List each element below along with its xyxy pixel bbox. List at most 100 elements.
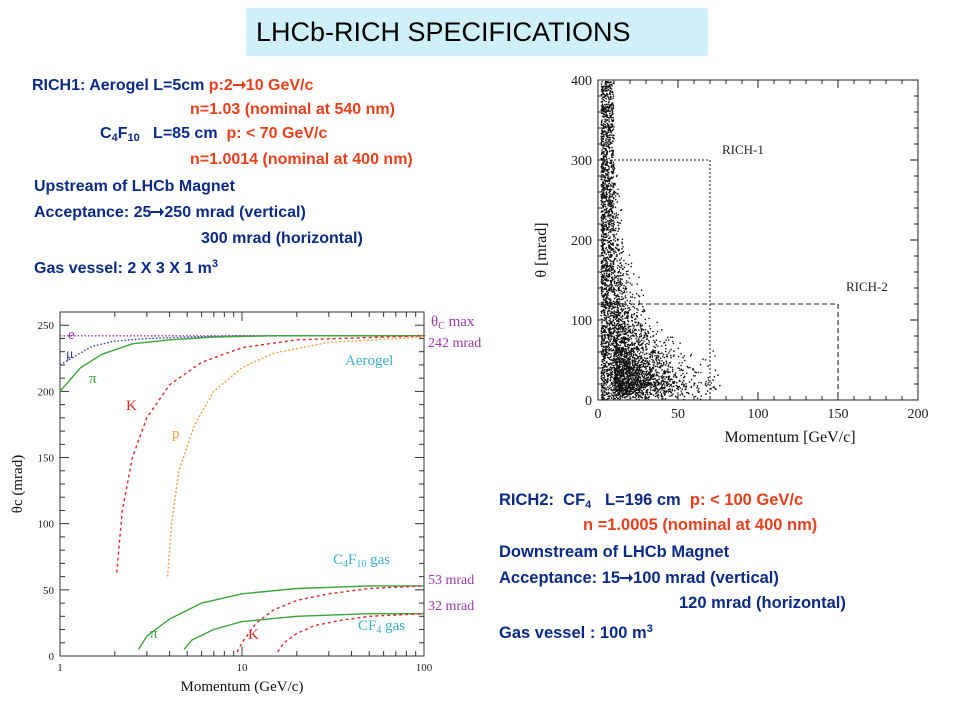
scatter-point bbox=[652, 350, 654, 353]
scatter-point bbox=[607, 109, 610, 111]
scatter-point bbox=[609, 228, 611, 231]
scatter-point bbox=[673, 350, 675, 352]
scatter-point bbox=[608, 223, 610, 226]
scatter-point bbox=[617, 331, 619, 334]
scatter-point bbox=[613, 378, 616, 380]
scatter-point bbox=[632, 360, 635, 362]
scatter-point bbox=[610, 125, 613, 127]
scatter-point bbox=[617, 239, 620, 241]
scatter-point bbox=[608, 219, 611, 222]
scatter-point bbox=[605, 108, 607, 111]
scatter-point bbox=[636, 311, 638, 314]
scatter-point bbox=[608, 185, 610, 188]
scatter-point bbox=[607, 200, 609, 203]
scatter-point bbox=[610, 287, 612, 290]
scatter-point bbox=[623, 313, 626, 316]
rich1-aerogel-p-suffix: 10 GeV/c bbox=[245, 77, 314, 94]
scatter-point bbox=[609, 358, 611, 361]
scatter-point bbox=[681, 383, 683, 385]
scatter-point bbox=[704, 384, 707, 386]
scatter-point bbox=[607, 96, 610, 99]
scatter-point bbox=[616, 360, 618, 362]
scatter-point bbox=[640, 335, 643, 338]
scatter-point bbox=[615, 324, 618, 326]
scatter-point bbox=[605, 191, 608, 194]
scatter-point bbox=[603, 370, 605, 372]
scatter-point bbox=[610, 256, 612, 258]
scatter-point bbox=[632, 395, 634, 398]
scatter-point bbox=[611, 212, 614, 214]
scatter-point bbox=[615, 227, 617, 230]
scatter-point bbox=[655, 381, 657, 384]
scatter-point bbox=[617, 281, 620, 284]
scatter-point bbox=[602, 166, 605, 168]
scatter-point bbox=[697, 390, 699, 392]
scatter-point bbox=[601, 336, 604, 338]
scatter-point bbox=[602, 373, 605, 376]
scatter-point bbox=[631, 296, 634, 298]
scatter-point bbox=[604, 299, 607, 302]
scatter-point bbox=[627, 316, 630, 318]
scatter-point bbox=[628, 343, 630, 346]
scatter-point bbox=[614, 315, 616, 318]
scatter-point bbox=[661, 364, 664, 367]
scatter-point bbox=[613, 193, 615, 196]
scatter-point bbox=[610, 162, 613, 165]
scatter-point bbox=[611, 166, 613, 169]
scatter-point bbox=[617, 307, 619, 309]
scatter-point bbox=[685, 391, 688, 394]
scatter-point bbox=[603, 362, 605, 365]
scatter-point bbox=[616, 285, 618, 287]
scatter-point bbox=[602, 222, 605, 224]
scatter-point bbox=[607, 395, 609, 398]
scatter-point bbox=[631, 329, 634, 332]
scatter-point bbox=[650, 351, 652, 354]
scatter-point bbox=[674, 389, 676, 392]
scatter-point bbox=[604, 172, 607, 175]
scatter-point bbox=[660, 393, 663, 395]
scatter-point bbox=[608, 310, 611, 312]
scatter-point bbox=[623, 350, 626, 353]
scatter-point bbox=[610, 153, 613, 156]
scatter-point bbox=[610, 331, 613, 334]
scatter-point bbox=[612, 300, 615, 303]
scatter-point bbox=[636, 386, 639, 389]
scatter-point bbox=[608, 397, 610, 400]
scatter-point bbox=[606, 301, 609, 303]
scatter-point bbox=[682, 369, 684, 372]
scatter-point bbox=[606, 354, 609, 357]
scatter-point bbox=[612, 359, 615, 362]
scatter-point bbox=[607, 179, 610, 181]
scatter-point bbox=[634, 381, 637, 384]
scatter-point bbox=[640, 361, 642, 364]
scatter-point bbox=[640, 355, 643, 357]
scatter-point bbox=[618, 348, 621, 350]
scatter-point bbox=[603, 386, 606, 389]
scatter-point bbox=[665, 391, 667, 394]
scatter-point bbox=[630, 325, 632, 328]
scatter-point bbox=[604, 337, 607, 339]
scatter-point bbox=[682, 383, 685, 386]
scatter-point bbox=[629, 282, 632, 284]
scatter-point bbox=[609, 87, 611, 90]
scatter-point bbox=[665, 364, 667, 366]
scatter-point bbox=[618, 384, 621, 387]
scatter-point bbox=[610, 271, 613, 274]
scatter-point bbox=[615, 351, 617, 354]
scatter-point bbox=[606, 304, 609, 307]
scatter-point bbox=[608, 140, 611, 142]
scatter-point bbox=[615, 214, 618, 216]
scatter-point bbox=[606, 136, 609, 138]
scatter-point bbox=[629, 393, 632, 396]
scatter-point bbox=[644, 318, 646, 321]
scatter-point bbox=[675, 384, 677, 387]
scatter-point bbox=[608, 350, 610, 352]
scatter-point bbox=[604, 166, 607, 169]
scatter-point bbox=[618, 287, 620, 290]
region-rich-1 bbox=[598, 159, 711, 400]
scatter-point bbox=[638, 322, 640, 324]
label-pion-gas: π bbox=[150, 626, 158, 642]
scatter-point bbox=[612, 251, 615, 253]
scatter-point bbox=[609, 89, 611, 92]
label-cf4-gas: CF4 gas bbox=[358, 618, 405, 636]
